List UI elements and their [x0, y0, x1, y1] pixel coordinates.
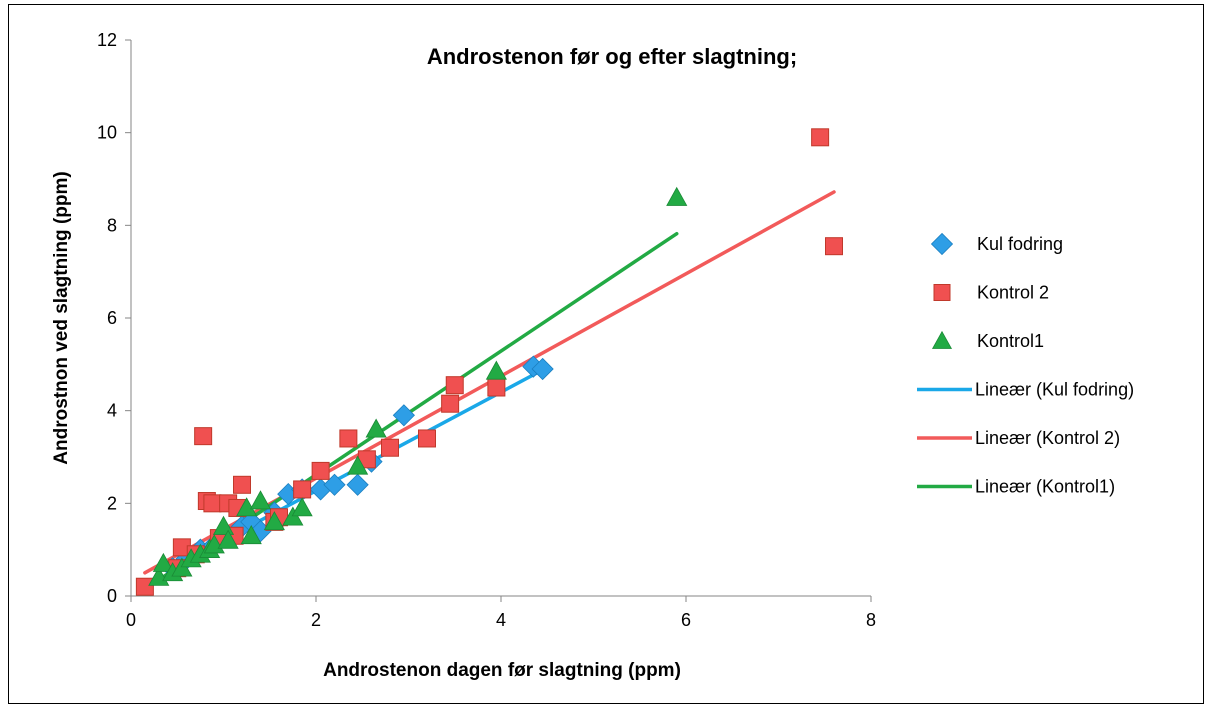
data-points — [135, 128, 843, 596]
legend-label-trend-kul-fodring: Lineær (Kul fodring) — [975, 380, 1134, 400]
legend-label-trend-kontrol1: Lineær (Kontrol1) — [975, 477, 1115, 497]
y-tick-label: 4 — [107, 401, 117, 421]
legend-label-trend-kontrol-2: Lineær (Kontrol 2) — [975, 428, 1120, 448]
point-kontrol1 — [291, 497, 313, 517]
axes: 0 2 4 6 8 10 12 0 2 4 6 8 — [97, 30, 876, 630]
point-kontrol-2 — [135, 577, 154, 596]
y-tick-label: 2 — [107, 493, 117, 513]
legend-marker-kontrol-2 — [933, 284, 951, 301]
x-tick-label: 2 — [311, 610, 321, 630]
x-tick-label: 8 — [866, 610, 876, 630]
point-kontrol1 — [240, 525, 262, 545]
point-kontrol1 — [249, 490, 272, 510]
point-kontrol-2 — [311, 461, 330, 480]
point-kontrol-2 — [825, 237, 843, 256]
point-kontrol1 — [263, 511, 285, 531]
point-kontrol-2 — [445, 376, 464, 395]
point-kontrol1 — [485, 360, 507, 380]
y-tick-label: 10 — [97, 123, 117, 143]
x-tick-label: 4 — [496, 610, 506, 630]
legend: Kul fodring Kontrol 2 Kontrol1 Lineær (Kul … — [917, 232, 1134, 497]
point-kontrol-2 — [418, 429, 436, 448]
y-tick-label: 0 — [107, 586, 117, 606]
y-tick-label: 12 — [97, 30, 117, 50]
x-tick-label: 6 — [681, 610, 691, 630]
point-kontrol1 — [347, 455, 369, 475]
point-kontrol-2 — [441, 394, 460, 413]
x-axis-title: Androstenon dagen før slagtning (ppm) — [323, 660, 681, 681]
y-tick-label: 6 — [107, 308, 117, 328]
y-tick-label: 8 — [107, 215, 117, 235]
point-kontrol-2 — [487, 378, 506, 397]
point-kontrol-2 — [293, 480, 312, 499]
point-kontrol1 — [217, 529, 239, 549]
point-kontrol-2 — [233, 475, 251, 494]
chart-title: Androstenon før og efter slagtning; — [427, 44, 797, 69]
point-kul-fodring — [323, 473, 346, 496]
point-kul-fodring — [531, 357, 554, 381]
legend-label-kontrol1: Kontrol1 — [977, 331, 1044, 351]
x-tick-label: 0 — [126, 610, 136, 630]
point-kul-fodring — [392, 404, 415, 427]
point-kontrol1 — [212, 515, 235, 535]
point-kontrol-2 — [203, 494, 222, 513]
chart-area — [8, 4, 1204, 704]
point-kontrol-2 — [811, 128, 830, 147]
point-kul-fodring — [346, 473, 369, 496]
y-axis-title: Androstnon ved slagtning (ppm) — [51, 171, 72, 464]
legend-label-kul-fodring: Kul fodring — [977, 234, 1063, 254]
legend-marker-kontrol1 — [931, 330, 953, 349]
point-kontrol-2 — [381, 438, 399, 457]
legend-label-kontrol-2: Kontrol 2 — [977, 283, 1049, 303]
point-kontrol-2 — [194, 427, 213, 446]
point-kontrol1 — [152, 552, 174, 572]
point-kontrol1 — [365, 418, 387, 438]
point-kontrol-2 — [339, 429, 358, 448]
legend-marker-kul-fodring — [930, 232, 954, 256]
point-kontrol1 — [666, 186, 688, 206]
